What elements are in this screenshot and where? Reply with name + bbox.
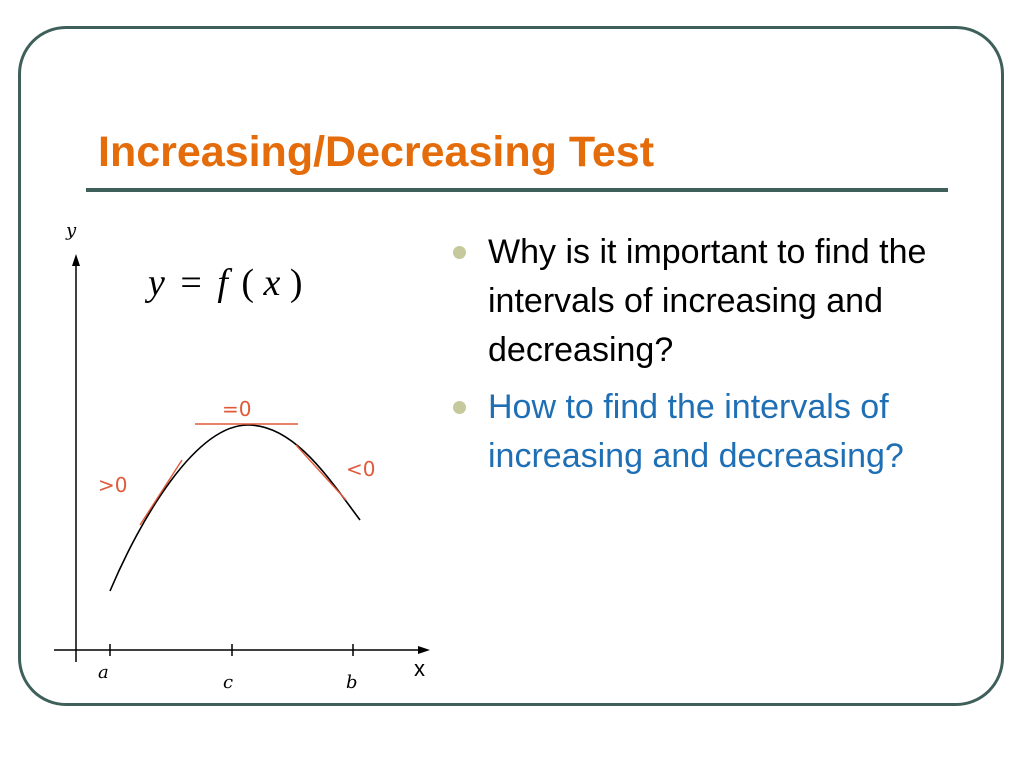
y-axis-label: y bbox=[65, 220, 77, 241]
tangent-positive bbox=[139, 459, 183, 526]
tick-label-a: a bbox=[98, 662, 109, 683]
equation: y = f ( x ) bbox=[144, 262, 303, 304]
bullet-dot-icon bbox=[453, 246, 466, 259]
equation-equals: = bbox=[180, 262, 201, 304]
tick-label-b: b bbox=[346, 672, 358, 693]
bullet-dot-icon bbox=[453, 401, 466, 414]
bullet-text: How to find the intervals of increasing … bbox=[488, 388, 904, 475]
slope-label-zero: =0 bbox=[222, 397, 251, 421]
slope-label-positive: >0 bbox=[98, 473, 127, 497]
y-axis-arrowhead bbox=[72, 254, 80, 266]
bullet-item: Why is it important to find the interval… bbox=[448, 228, 988, 375]
x-axis-arrowhead bbox=[418, 646, 430, 654]
function-curve bbox=[109, 424, 361, 592]
equation-open-paren: ( bbox=[241, 262, 254, 304]
tangent-negative bbox=[295, 444, 347, 501]
tick-label-c: c bbox=[223, 672, 233, 693]
bullet-item: How to find the intervals of increasing … bbox=[448, 383, 988, 481]
equation-lhs: y bbox=[144, 262, 165, 304]
slide-frame bbox=[18, 26, 1004, 706]
slope-label-negative: <0 bbox=[346, 457, 375, 481]
bullet-list: Why is it important to find the interval… bbox=[448, 228, 988, 489]
equation-function: f bbox=[217, 262, 232, 304]
bullet-text: Why is it important to find the interval… bbox=[488, 233, 927, 369]
equation-close-paren: ) bbox=[290, 262, 303, 304]
title-underline bbox=[86, 188, 948, 192]
equation-variable: x bbox=[263, 262, 281, 304]
x-axis-label: x bbox=[414, 656, 425, 681]
slide-title: Increasing/Decreasing Test bbox=[98, 128, 655, 176]
